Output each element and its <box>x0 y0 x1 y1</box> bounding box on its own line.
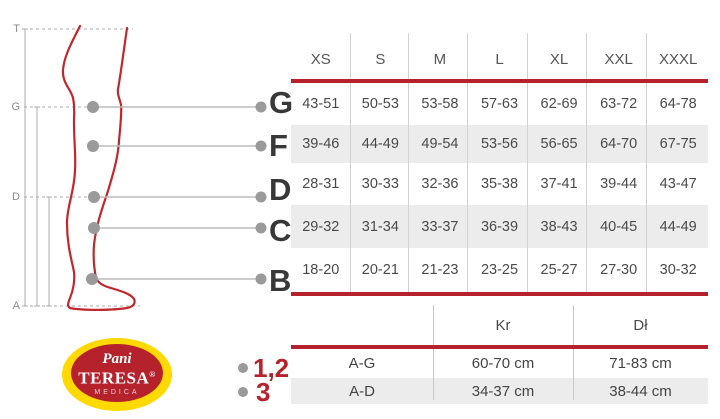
point-letter-f: F <box>269 128 288 163</box>
size-cell: 35-38 <box>480 176 519 192</box>
table-row-b: 18-20 20-21 21-23 23-25 25-27 27-30 30-3… <box>291 248 708 292</box>
size-column-header: XXL <box>604 51 633 68</box>
point-letter-c: C <box>269 213 292 248</box>
size-table-header-row: XS S M L XL XXL XXXL <box>291 40 708 79</box>
size-cell: 39-46 <box>302 136 340 152</box>
class-label-12: 1,2 <box>253 353 290 383</box>
length-table-header-row: Kr Dł <box>291 305 708 345</box>
table-row-g: 43-51 50-53 53-58 57-63 62-69 63-72 64-7… <box>291 83 708 125</box>
length-column-header-kr: Kr <box>495 316 511 334</box>
length-cell: 34-37 cm <box>471 382 535 400</box>
size-cell: 63-72 <box>600 96 638 112</box>
size-cell: 57-63 <box>480 96 519 112</box>
pani-teresa-logo: Pani TERESA® MEDICA <box>62 338 172 411</box>
point-connector-lines <box>92 106 261 280</box>
size-cell: 36-39 <box>480 218 519 235</box>
point-letter-d: D <box>269 172 292 207</box>
size-cell: 27-30 <box>600 262 638 278</box>
class-bullet-dot <box>238 363 248 373</box>
size-cell: 44-49 <box>659 218 697 235</box>
size-column-header: M <box>433 51 447 68</box>
size-cell: 62-69 <box>540 96 578 112</box>
logo-inner-ellipse: Pani TERESA® MEDICA <box>71 344 163 402</box>
size-cell: 67-75 <box>659 136 697 152</box>
axis-label-t: T <box>13 23 20 35</box>
size-cell: 20-21 <box>361 262 399 278</box>
level-dashed-lines <box>24 28 140 307</box>
table-row-c: 29-32 31-34 33-37 36-39 38-43 40-45 44-4… <box>291 205 708 248</box>
class-bullet-dot <box>238 387 248 397</box>
size-cell: 37-41 <box>540 176 578 192</box>
length-row-ag: A-G 60-70 cm 71-83 cm <box>291 349 708 378</box>
table-bottom-redline <box>291 292 708 296</box>
length-header-redline <box>291 345 708 349</box>
size-cell: 53-58 <box>421 96 459 112</box>
length-cell: 71-83 cm <box>609 355 672 372</box>
size-cell: 25-27 <box>540 262 578 278</box>
size-table: XS S M L XL XXL XXXL 43-51 50-53 53-58 5… <box>291 33 708 296</box>
size-cell: 64-70 <box>600 136 638 152</box>
size-column-header: L <box>495 51 504 68</box>
size-cell: 49-54 <box>421 136 459 152</box>
size-column-header: XXXL <box>659 51 698 68</box>
size-cell: 18-20 <box>302 262 340 278</box>
class-label-3: 3 <box>256 377 271 407</box>
axis-label-d: D <box>12 191 20 203</box>
size-cell: 29-32 <box>302 218 340 235</box>
length-column-header-dl: Dł <box>633 316 648 334</box>
size-cell: 30-32 <box>659 262 697 278</box>
size-cell: 44-49 <box>361 136 399 152</box>
size-cell: 53-56 <box>480 136 519 152</box>
dimension-lines <box>22 28 52 307</box>
size-cell: 39-44 <box>600 176 638 192</box>
size-cell: 31-34 <box>361 218 399 235</box>
size-cell: 43-51 <box>302 96 340 112</box>
length-table: Kr Dł A-G 60-70 cm 71-83 cm A-D 34-37 cm… <box>291 305 708 404</box>
size-column-header: XL <box>549 51 569 68</box>
leg-outline <box>61 24 136 311</box>
size-cell: 23-25 <box>480 262 519 278</box>
range-cell: A-G <box>348 355 376 372</box>
logo-text-teresa: TERESA® <box>78 368 156 388</box>
size-cell: 21-23 <box>421 262 459 278</box>
size-cell: 33-37 <box>421 218 459 235</box>
length-cell: 38-44 cm <box>609 382 672 400</box>
size-cell: 30-33 <box>361 176 399 192</box>
table-row-d: 28-31 30-33 32-36 35-38 37-41 39-44 43-4… <box>291 163 708 205</box>
axis-label-g: G <box>11 101 20 113</box>
table-row-f: 39-46 44-49 49-54 53-56 56-65 64-70 67-7… <box>291 125 708 163</box>
logo-text-medica: MEDICA <box>94 388 140 396</box>
size-column-header: S <box>375 51 386 68</box>
length-row-ad: A-D 34-37 cm 38-44 cm <box>291 378 708 404</box>
size-cell: 38-43 <box>540 218 578 235</box>
size-cell: 28-31 <box>302 176 340 192</box>
leg-measurement-diagram <box>22 24 267 311</box>
registered-mark: ® <box>149 370 156 379</box>
axis-label-a: A <box>12 300 20 312</box>
logo-text-pani: Pani <box>102 351 132 367</box>
header-divider-redline <box>291 79 708 83</box>
size-cell: 43-47 <box>659 176 697 192</box>
size-cell: 32-36 <box>421 176 459 192</box>
size-cell: 56-65 <box>540 136 578 152</box>
range-cell: A-D <box>349 382 375 400</box>
size-cell: 50-53 <box>361 96 399 112</box>
point-letter-b: B <box>269 263 292 298</box>
size-column-header: XS <box>310 51 331 68</box>
size-cell: 40-45 <box>600 218 638 235</box>
length-cell: 60-70 cm <box>471 355 535 372</box>
size-cell: 64-78 <box>659 96 697 112</box>
leg-measurement-dots <box>86 101 267 285</box>
point-letter-g: G <box>269 85 294 120</box>
